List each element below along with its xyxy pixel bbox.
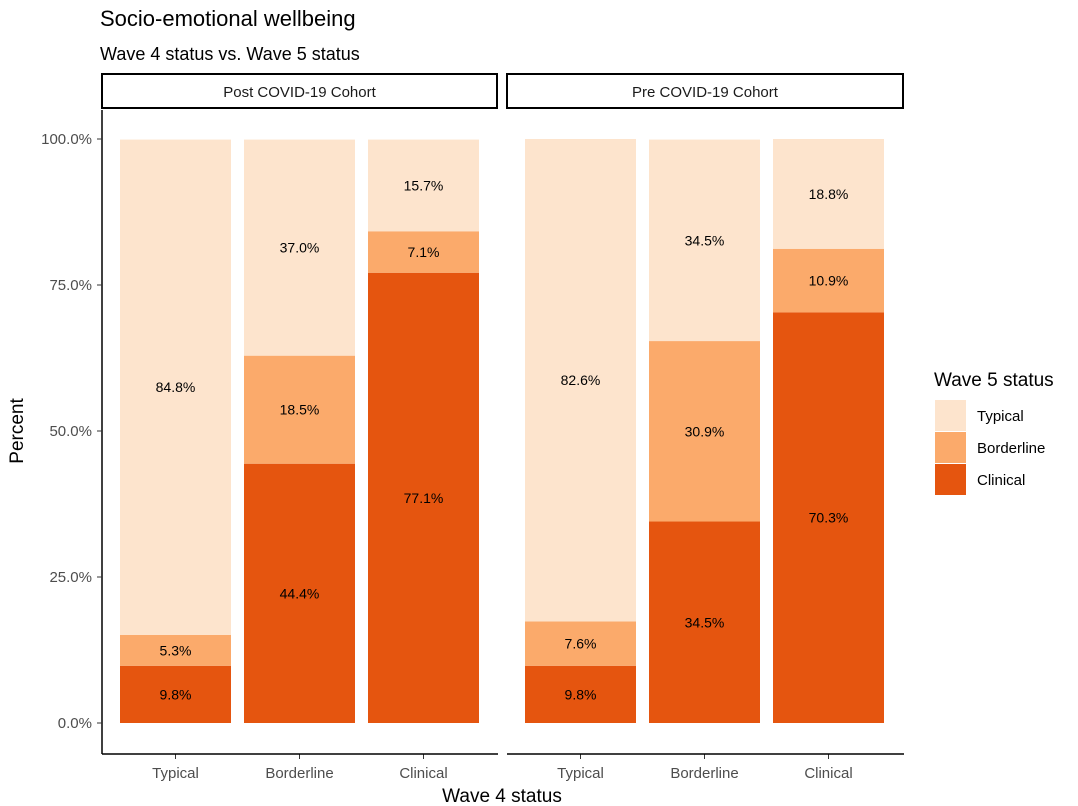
bar-segment-clinical [649,521,760,723]
bar-segment-borderline [649,341,760,522]
x-tick-label: Clinical [804,765,852,782]
chart-title: Socio-emotional wellbeing [100,6,356,31]
legend-swatch-clinical [935,464,966,495]
bar-segment-clinical [120,665,231,723]
bar-segment-clinical [368,272,479,723]
y-tick-label: 75.0% [49,277,92,294]
facet-strip-label: Pre COVID-19 Cohort [632,84,779,101]
data-label: 30.9% [685,423,725,439]
bar-segment-typical [649,139,760,342]
y-axis-title: Percent [7,398,28,464]
x-tick-label: Borderline [265,765,333,782]
y-tick-label: 25.0% [49,569,92,586]
legend-swatch-typical [935,400,966,431]
data-label: 77.1% [404,490,444,506]
bar-segment-typical [525,139,636,622]
data-label: 82.6% [561,372,601,388]
x-tick-label: Typical [152,765,199,782]
legend-items: Typical Borderline Clinical [935,400,1045,495]
legend-swatch-borderline [935,432,966,463]
y-tick-label: 50.0% [49,423,92,440]
facet-strip-post-covid-19-cohort [101,73,498,109]
data-label: 70.3% [809,510,849,526]
panel-pre-covid-19-cohort: Pre COVID-19 Cohort 9.8% 7.6% 82.6% Typical 3… [506,73,904,782]
x-tick-label: Borderline [670,765,738,782]
data-label: 15.7% [404,177,444,193]
legend: Wave 5 status Typical Borderline Clinical [934,370,1054,495]
facet-panels: Post COVID-19 Cohort 9.8% 5.3% 84.8% Typical… [101,73,904,782]
y-tick-label: 0.0% [58,715,92,732]
bar-segment-typical [773,139,884,249]
bar-segment-borderline [773,248,884,313]
facet-strip-label: Post COVID-19 Cohort [223,84,376,101]
bar-segment-borderline [368,231,479,273]
legend-title: Wave 5 status [934,370,1054,391]
legend-label-typical: Typical [977,408,1024,425]
bar-segment-clinical [244,463,355,723]
y-axis: 0.0% 25.0% 50.0% 75.0% 100.0% [41,131,102,732]
x-tick-label: Typical [557,765,604,782]
data-label: 10.9% [809,273,849,289]
data-label: 34.5% [685,614,725,630]
data-label: 44.4% [280,585,320,601]
data-label: 7.6% [565,636,597,652]
data-label: 9.8% [565,686,597,702]
y-tick-label: 100.0% [41,131,92,148]
bar-segment-typical [120,139,231,635]
bar-segment-clinical [525,665,636,723]
bar-segment-clinical [773,312,884,723]
x-tick-label: Clinical [399,765,447,782]
data-label: 37.0% [280,240,320,256]
legend-label-clinical: Clinical [977,472,1025,489]
data-label: 34.5% [685,232,725,248]
data-label: 5.3% [160,642,192,658]
chart-subtitle: Wave 4 status vs. Wave 5 status [100,44,360,64]
data-label: 18.8% [809,186,849,202]
x-axis-title: Wave 4 status [442,786,562,806]
data-label: 9.8% [160,686,192,702]
bar-segment-typical [368,139,479,232]
panel-post-covid-19-cohort: Post COVID-19 Cohort 9.8% 5.3% 84.8% Typical… [101,73,498,782]
legend-label-borderline: Borderline [977,440,1045,457]
bar-segment-borderline [120,634,231,666]
bar-segment-borderline [244,355,355,464]
data-label: 84.8% [156,379,196,395]
bar-segment-borderline [525,621,636,666]
data-label: 7.1% [408,244,440,260]
facet-strip-pre-covid-19-cohort [506,73,904,109]
bar-segment-typical [244,139,355,356]
data-label: 18.5% [280,402,320,418]
